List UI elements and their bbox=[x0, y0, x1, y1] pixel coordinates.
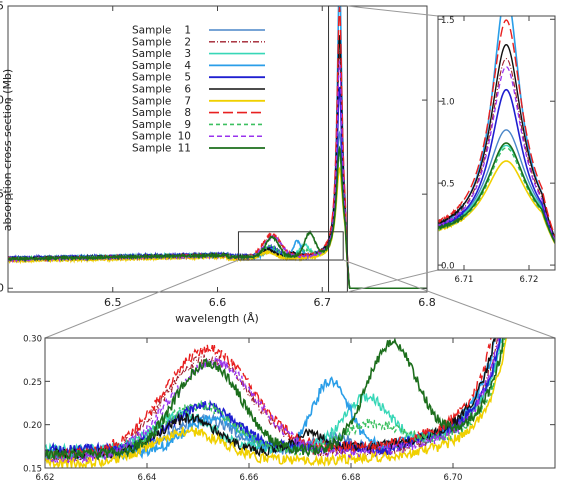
inset_zoom-panel: 6.62 6.64 6.66 6.68 6.70 0.15 0.20 0.25 0.30 bbox=[23, 335, 556, 483]
peak-region-box bbox=[328, 5, 348, 293]
main-series-line-10 bbox=[8, 60, 427, 289]
main-series-line-4 bbox=[8, 6, 427, 290]
x-axis-label: wavelength (Å) bbox=[175, 312, 259, 325]
inset_peak-frame bbox=[437, 15, 556, 271]
zoom-region-box bbox=[237, 231, 344, 261]
legend-sample-number: 4 bbox=[184, 60, 191, 72]
legend-sample-label: Sample bbox=[132, 84, 171, 96]
inset_zoom-x-tick-label: 6.62 bbox=[36, 473, 55, 483]
main-series bbox=[8, 6, 427, 290]
main-y-tick-label: 0.5 bbox=[0, 188, 4, 201]
legend-sample-label: Sample bbox=[132, 143, 171, 155]
inset_peak-y-tick-label: 1.5 bbox=[441, 16, 455, 26]
main-x-tick-label: 6.6 bbox=[209, 296, 227, 309]
main-series-line-1 bbox=[8, 130, 427, 289]
main-x-tick-label: 6.7 bbox=[314, 296, 332, 309]
inset_peak-series-line-6 bbox=[438, 43, 555, 239]
inset_zoom-y-tick-label: 0.15 bbox=[23, 465, 42, 475]
inset_zoom-series-line-6 bbox=[45, 338, 496, 461]
legend-sample-label: Sample bbox=[132, 36, 171, 48]
inset_peak-y-tick-label: 1.0 bbox=[441, 98, 455, 108]
peak-connector-bottom bbox=[347, 269, 439, 293]
inset_zoom-x-tick-label: 6.64 bbox=[138, 473, 157, 483]
legend-sample-number: 11 bbox=[178, 143, 191, 155]
inset_zoom-y-tick-label: 0.30 bbox=[23, 335, 42, 345]
main-x-tick-label: 6.5 bbox=[104, 296, 122, 309]
inset_zoom-series-line-7 bbox=[45, 338, 507, 468]
inset_zoom-x-tick-label: 6.66 bbox=[240, 473, 259, 483]
zoom-connector-left bbox=[44, 259, 239, 339]
legend-sample-number: 8 bbox=[184, 107, 191, 119]
inset_zoom-series bbox=[45, 338, 507, 468]
main-panel: 6.5 6.6 6.7 6.8 0.0 0.5 1.0 1.5 bbox=[0, 0, 436, 309]
inset_zoom-x-tick-label: 6.68 bbox=[342, 473, 361, 483]
main-y-tick-label: 1.0 bbox=[0, 94, 4, 107]
inset_zoom-series-line-8 bbox=[45, 338, 492, 460]
inset_zoom-series-line-4 bbox=[45, 338, 496, 462]
zoom-connector-right bbox=[343, 259, 556, 339]
legend-sample-number: 5 bbox=[184, 72, 191, 84]
legend-sample-number: 1 bbox=[184, 25, 191, 37]
inset_peak-series-line-2 bbox=[438, 58, 555, 240]
peak-connector-top bbox=[347, 5, 439, 17]
main-series-line-11 bbox=[8, 145, 427, 290]
main-y-tick-label: 1.5 bbox=[0, 0, 4, 13]
legend-sample-label: Sample bbox=[132, 60, 171, 72]
inset_zoom-frame bbox=[44, 337, 556, 469]
legend-sample-number: 7 bbox=[184, 95, 191, 107]
inset_peak-y-tick-label: 0.0 bbox=[441, 262, 455, 272]
main-frame bbox=[7, 5, 428, 293]
main-x-tick-label: 6.8 bbox=[418, 296, 436, 309]
inset_zoom-series-line-11 bbox=[45, 338, 505, 461]
inset_peak-series-line-11 bbox=[438, 142, 555, 244]
legend-sample-label: Sample bbox=[132, 119, 171, 131]
inset_peak-panel: 6.71 6.72 0.0 0.5 1.0 1.5 bbox=[437, 15, 556, 285]
legend-sample-label: Sample bbox=[132, 107, 171, 119]
legend-sample-number: 10 bbox=[178, 131, 191, 143]
inset_peak-y-tick-label: 0.5 bbox=[441, 180, 455, 190]
inset_zoom-y-tick-label: 0.25 bbox=[23, 378, 42, 388]
legend: Sample 1 Sample 2 Sample 3 Sample 4 Sample 5 Sampl… bbox=[132, 25, 265, 155]
inset_zoom-y-tick-label: 0.20 bbox=[23, 421, 42, 431]
inset_peak-series-line-1 bbox=[438, 129, 555, 242]
legend-sample-label: Sample bbox=[132, 95, 171, 107]
legend-sample-number: 3 bbox=[184, 48, 191, 60]
inset_peak-series-line-10 bbox=[438, 66, 555, 241]
inset_peak-series-line-5 bbox=[438, 88, 555, 242]
legend-sample-number: 9 bbox=[184, 119, 191, 131]
y-axis-label: absorption cross section (Mb) bbox=[1, 69, 14, 231]
legend-sample-label: Sample bbox=[132, 25, 171, 37]
legend-sample-label: Sample bbox=[132, 131, 171, 143]
main-series-line-7 bbox=[8, 166, 427, 290]
inset_zoom-x-tick-label: 6.70 bbox=[444, 473, 463, 483]
inset_zoom-series-line-9 bbox=[45, 338, 506, 461]
legend-sample-label: Sample bbox=[132, 48, 171, 60]
main-y-tick-label: 0.0 bbox=[0, 282, 4, 295]
legend-sample-number: 6 bbox=[184, 84, 191, 96]
inset_peak-series bbox=[438, 16, 555, 245]
legend-sample-number: 2 bbox=[184, 36, 191, 48]
inset_peak-x-tick-label: 6.72 bbox=[520, 275, 539, 285]
inset_peak-series-line-8 bbox=[438, 19, 555, 237]
inset_peak-x-tick-label: 6.71 bbox=[455, 275, 474, 285]
main-series-line-6 bbox=[8, 35, 427, 289]
legend-sample-label: Sample bbox=[132, 72, 171, 84]
